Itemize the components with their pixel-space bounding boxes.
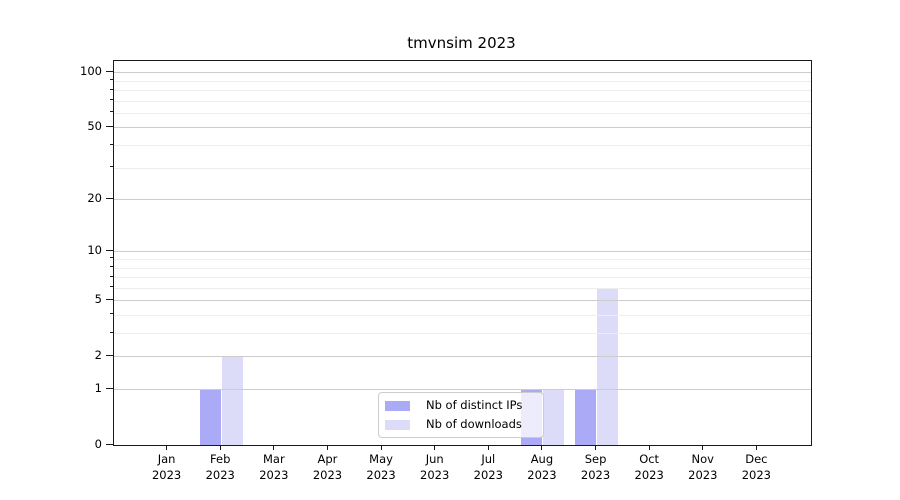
x-tick-label: Oct 2023 bbox=[634, 452, 664, 482]
y-minor-tick-mark bbox=[110, 331, 113, 333]
y-tick-mark bbox=[106, 197, 113, 199]
gridline-minor bbox=[114, 90, 811, 91]
gridline-minor bbox=[114, 258, 811, 260]
downloads-swatch bbox=[385, 419, 410, 430]
x-tick-label: Aug 2023 bbox=[527, 452, 557, 482]
bar-distinct-ips-sep bbox=[575, 389, 597, 445]
distinct-ips-label: Nb of distinct IPs bbox=[426, 398, 523, 412]
gridline-minor bbox=[114, 80, 811, 82]
y-minor-tick-mark bbox=[110, 143, 113, 145]
legend-row-distinct-ips: Nb of distinct IPs bbox=[385, 398, 535, 414]
distinct-ips-swatch bbox=[385, 400, 410, 411]
y-tick-mark bbox=[106, 354, 113, 356]
y-minor-tick-mark bbox=[110, 111, 113, 113]
gridline-minor bbox=[114, 277, 811, 279]
x-tick-label: Jun 2023 bbox=[420, 452, 450, 482]
gridline-major bbox=[114, 251, 811, 253]
y-tick-mark bbox=[106, 70, 113, 72]
x-tick-label: Jul 2023 bbox=[473, 452, 503, 482]
bar-distinct-ips-feb bbox=[199, 389, 221, 445]
y-minor-tick-mark bbox=[110, 88, 113, 90]
x-tick-mark bbox=[648, 445, 650, 450]
y-minor-tick-mark bbox=[110, 275, 113, 277]
y-tick-mark bbox=[106, 125, 113, 127]
x-tick-mark bbox=[273, 445, 275, 450]
gridline-minor bbox=[114, 287, 811, 289]
gridline-minor bbox=[114, 314, 811, 316]
y-tick-label: 2 bbox=[94, 348, 102, 363]
x-tick-label: Dec 2023 bbox=[741, 452, 772, 482]
y-tick-mark bbox=[106, 387, 113, 389]
y-tick-mark bbox=[106, 249, 113, 251]
gridline-minor bbox=[114, 145, 811, 146]
chart-title: tmvnsim 2023 bbox=[407, 34, 516, 52]
gridline-major bbox=[114, 72, 811, 74]
x-tick-label: Sep 2023 bbox=[580, 452, 611, 482]
x-tick-mark bbox=[702, 445, 704, 450]
x-tick-mark bbox=[326, 445, 328, 450]
bar-downloads-aug bbox=[543, 389, 565, 445]
gridline-major bbox=[114, 389, 811, 390]
x-tick-label: Feb 2023 bbox=[205, 452, 235, 482]
y-tick-label: 1 bbox=[94, 381, 102, 395]
y-tick-mark bbox=[106, 298, 113, 300]
x-tick-label: Mar 2023 bbox=[259, 452, 289, 482]
x-tick-mark bbox=[541, 445, 543, 450]
gridline-major bbox=[114, 300, 811, 302]
legend: Nb of distinct IPs Nb of downloads bbox=[378, 392, 544, 438]
gridline-major bbox=[114, 127, 811, 129]
y-tick-label: 0 bbox=[94, 437, 102, 451]
x-tick-mark bbox=[434, 445, 436, 450]
grid-layer bbox=[114, 61, 811, 445]
x-tick-mark bbox=[380, 445, 382, 450]
y-minor-tick-mark bbox=[110, 257, 113, 259]
y-minor-tick-mark bbox=[110, 79, 113, 81]
legend-row-downloads: Nb of downloads bbox=[385, 417, 535, 433]
x-tick-label: Nov 2023 bbox=[688, 452, 718, 482]
y-tick-label: 50 bbox=[87, 119, 102, 134]
y-tick-mark bbox=[106, 443, 113, 445]
x-tick-mark bbox=[487, 445, 489, 450]
x-tick-label: Jan 2023 bbox=[151, 452, 182, 482]
x-tick-mark bbox=[166, 445, 168, 450]
bar-downloads-sep bbox=[597, 287, 619, 445]
downloads-label: Nb of downloads bbox=[426, 417, 522, 431]
x-tick-label: May 2023 bbox=[366, 452, 396, 482]
y-tick-label: 100 bbox=[80, 64, 102, 79]
plot-area: Nb of distinct IPs Nb of downloads bbox=[113, 60, 812, 446]
gridline-minor bbox=[114, 333, 811, 334]
y-minor-tick-mark bbox=[110, 286, 113, 288]
gridline-major bbox=[114, 356, 811, 358]
gridline-minor bbox=[114, 167, 811, 169]
y-tick-label: 5 bbox=[94, 292, 102, 307]
bar-downloads-feb bbox=[221, 356, 243, 445]
y-minor-tick-mark bbox=[110, 266, 113, 267]
gridline-major bbox=[114, 199, 811, 201]
y-tick-label: 20 bbox=[87, 191, 102, 206]
y-minor-tick-mark bbox=[110, 166, 113, 168]
y-tick-label: 10 bbox=[87, 243, 102, 258]
x-tick-label: Apr 2023 bbox=[312, 452, 343, 482]
x-tick-mark bbox=[595, 445, 597, 450]
y-minor-tick-mark bbox=[110, 313, 113, 315]
y-minor-tick-mark bbox=[110, 99, 113, 101]
x-tick-mark bbox=[755, 445, 757, 450]
x-tick-mark bbox=[219, 445, 221, 450]
gridline-minor bbox=[114, 267, 811, 269]
gridline-minor bbox=[114, 112, 811, 114]
gridline-minor bbox=[114, 100, 811, 102]
